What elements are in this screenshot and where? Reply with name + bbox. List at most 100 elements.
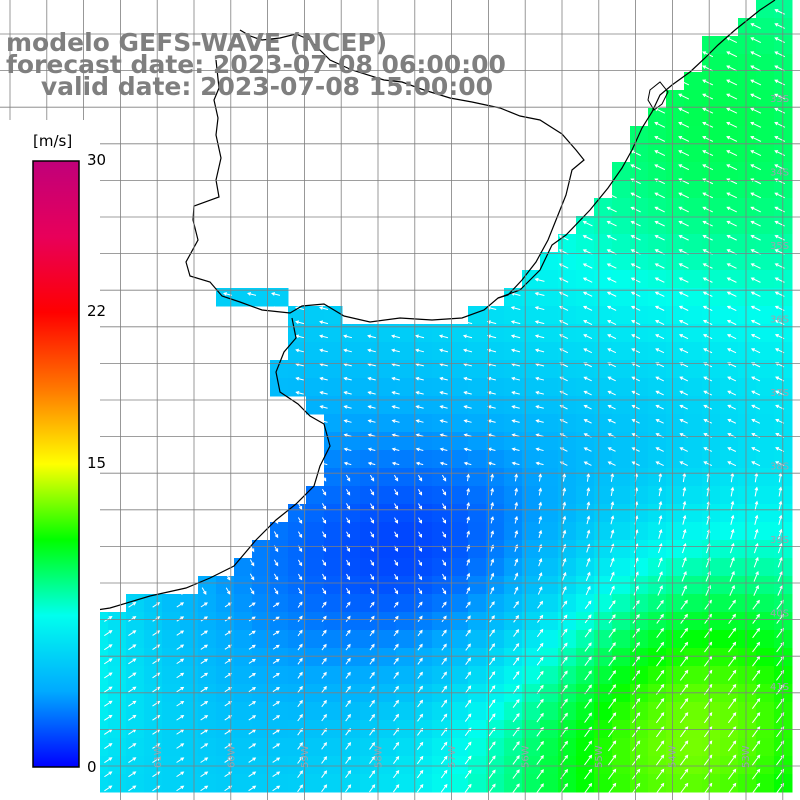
wind-arrow — [750, 107, 762, 114]
wind-arrow — [678, 263, 689, 269]
wind-arrow — [655, 390, 664, 396]
wind-arrow — [630, 277, 641, 283]
wind-arrow — [610, 529, 615, 539]
wind-arrow — [439, 433, 448, 438]
wind-arrow — [441, 474, 447, 482]
wind-arrow — [272, 687, 280, 693]
wind-arrow — [415, 419, 424, 423]
wind-arrow — [394, 503, 399, 510]
wind-arrow — [103, 700, 113, 707]
wind-arrow — [679, 404, 688, 410]
wind-arrow — [703, 376, 713, 382]
wind-arrow — [489, 643, 496, 651]
wind-arrow — [582, 220, 593, 227]
wind-arrow — [610, 501, 615, 511]
wind-arrow — [248, 602, 256, 608]
wind-arrow — [272, 771, 281, 778]
wind-arrow — [442, 531, 447, 538]
wind-arrow — [345, 657, 351, 665]
wind-arrow — [394, 489, 399, 496]
wind-arrow — [391, 433, 400, 438]
wind-arrow — [584, 614, 592, 624]
wind-arrow — [631, 712, 641, 724]
wind-arrow — [774, 93, 786, 100]
wind-arrow — [655, 418, 664, 424]
wind-arrow — [727, 390, 737, 396]
wind-arrow — [393, 474, 399, 482]
wind-arrow — [200, 771, 209, 778]
wind-arrow — [394, 559, 399, 567]
wind-arrow — [442, 559, 447, 567]
wind-arrow — [104, 743, 113, 749]
wind-arrow — [369, 756, 376, 764]
wind-arrow — [537, 586, 543, 595]
wind-arrow — [321, 784, 328, 793]
lon-label: 56W — [521, 745, 532, 768]
wind-arrow — [631, 390, 640, 396]
wind-arrow — [633, 571, 639, 582]
wind-arrow — [345, 474, 351, 482]
wind-arrow — [393, 755, 400, 765]
wind-arrow — [297, 531, 303, 539]
wind-arrow — [295, 376, 304, 381]
wind-arrow — [319, 405, 328, 409]
wind-arrow — [128, 616, 137, 622]
wind-arrow — [534, 277, 545, 282]
wind-arrow — [417, 657, 423, 665]
wind-arrow — [367, 461, 376, 466]
wind-arrow — [584, 712, 593, 723]
wind-arrow — [656, 669, 665, 681]
wind-arrow — [488, 783, 496, 793]
wind-arrow — [751, 404, 761, 410]
wind-arrow — [702, 263, 713, 269]
wind-arrow — [679, 334, 689, 340]
wind-arrow — [678, 107, 690, 114]
wind-arrow — [727, 768, 737, 780]
wind-arrow — [466, 516, 471, 524]
wind-arrow — [514, 558, 519, 567]
wind-arrow — [488, 741, 496, 751]
wind-arrow — [631, 782, 641, 794]
wind-arrow — [727, 740, 737, 752]
wind-arrow — [104, 714, 113, 721]
wind-arrow — [606, 277, 617, 283]
wind-arrow — [391, 461, 400, 466]
wind-arrow — [534, 320, 545, 325]
wind-arrow — [513, 628, 520, 637]
wind-arrow — [346, 559, 351, 567]
wind-arrow — [681, 571, 687, 582]
wind-arrow — [678, 277, 689, 283]
wind-arrow — [272, 715, 281, 721]
wind-arrow — [607, 348, 617, 354]
wind-arrow — [463, 461, 472, 466]
wind-arrow — [297, 503, 303, 510]
wind-arrow — [417, 685, 423, 694]
wind-arrow — [297, 657, 303, 665]
wind-arrow — [751, 712, 761, 724]
wind-arrow — [658, 529, 663, 539]
wind-arrow — [415, 391, 424, 395]
wind-arrow — [750, 305, 761, 311]
wind-arrow — [754, 514, 759, 525]
wind-arrow — [729, 570, 735, 582]
wind-arrow — [678, 136, 690, 142]
wind-arrow — [632, 641, 640, 653]
wind-arrow — [510, 306, 521, 311]
lat-label: 35S — [770, 241, 789, 252]
wind-arrow — [200, 644, 209, 650]
wind-arrow — [754, 528, 759, 540]
wind-arrow — [753, 570, 759, 582]
wind-arrow — [319, 320, 329, 325]
wind-arrow — [678, 121, 690, 128]
wind-arrow — [583, 404, 592, 410]
wind-arrow — [488, 755, 496, 765]
wind-arrow — [703, 404, 713, 410]
wind-arrow — [441, 713, 448, 722]
wind-arrow — [703, 418, 712, 424]
wind-arrow — [416, 783, 424, 793]
wind-arrow — [249, 573, 255, 581]
wind-arrow — [606, 263, 617, 269]
lon-label: 63W — [6, 745, 17, 768]
wind-arrow — [272, 644, 280, 650]
